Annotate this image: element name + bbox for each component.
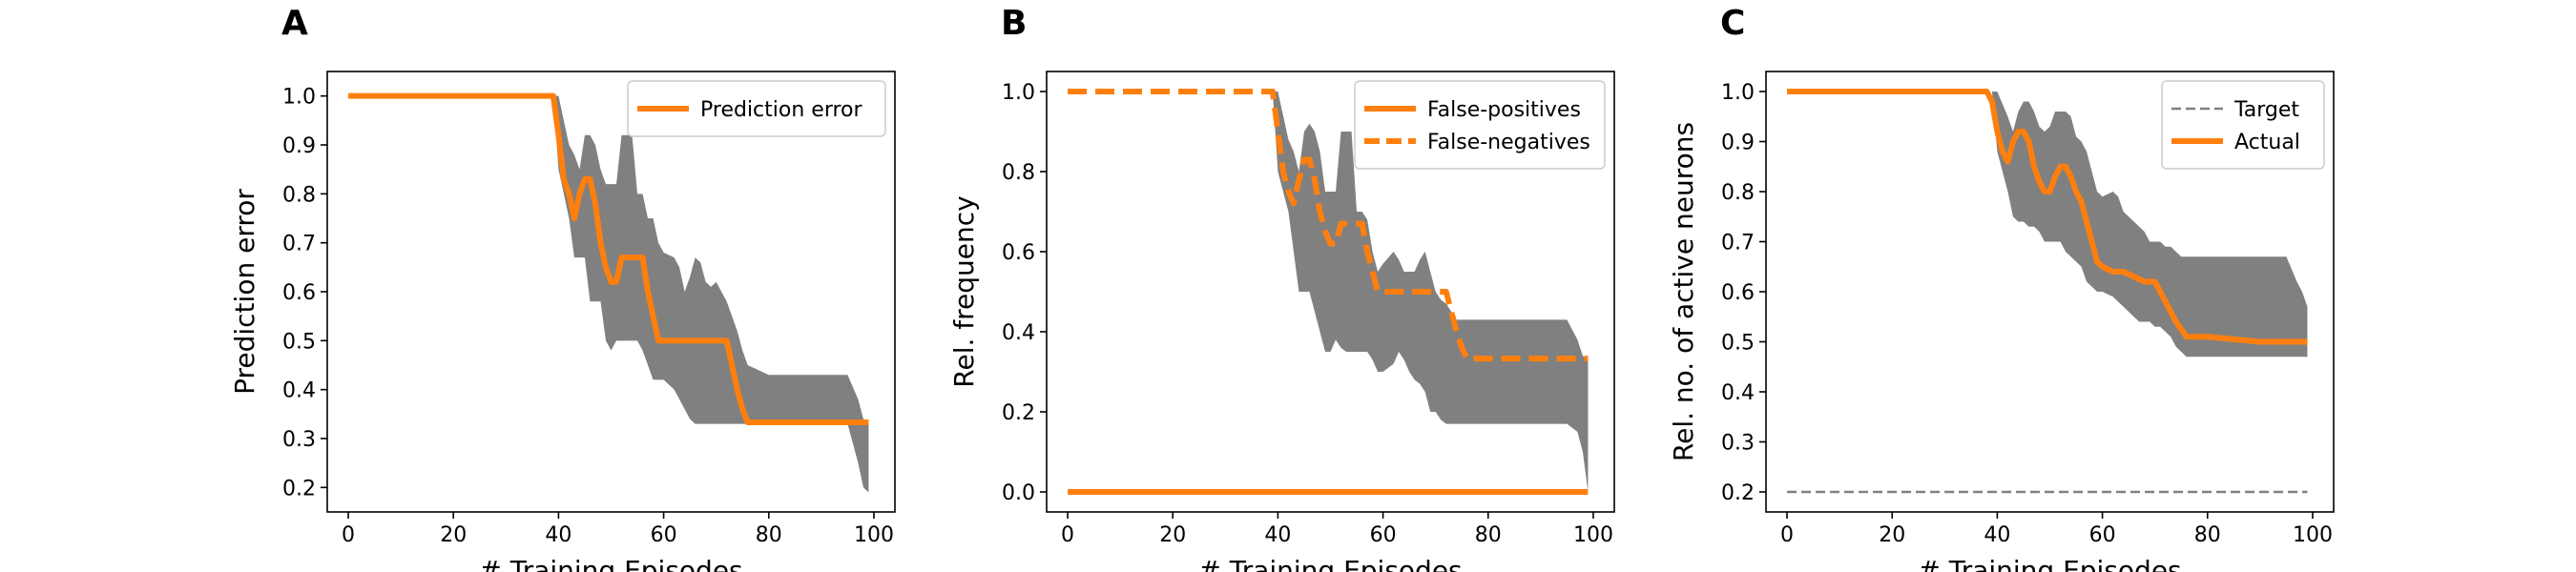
x-tick-label: 80 [2194, 523, 2221, 547]
y-tick-label: 0.3 [1721, 432, 1755, 456]
x-tick-label: 60 [2089, 523, 2116, 547]
x-tick-label: 80 [1475, 523, 1502, 547]
y-tick-label: 1.0 [282, 86, 316, 110]
y-tick-label: 0.2 [282, 477, 316, 500]
x-axis-label: # Training Episodes [479, 555, 742, 572]
y-tick-label: 0.8 [282, 183, 316, 207]
series-line-false-negatives [1068, 89, 1589, 362]
y-tick-label: 0.7 [1721, 232, 1755, 255]
legend-label: Actual [2234, 131, 2300, 154]
x-tick-label: 100 [1573, 523, 1613, 547]
legend-label: Target [2233, 98, 2299, 122]
y-axis-label: Rel. frequency [948, 195, 980, 387]
y-tick-label: 0.6 [282, 281, 316, 305]
std-band [348, 95, 869, 493]
std-band [1787, 92, 2308, 358]
y-tick-label: 0.5 [1721, 332, 1755, 356]
panel-letter: A [281, 4, 308, 43]
legend-label: False-positives [1427, 98, 1581, 122]
series-line-prediction-error [348, 92, 869, 426]
legend-box [1354, 80, 1606, 170]
chart-panel-c: C 0 20 40 60 80 100 0.2 0.3 0.4 0.5 0.6 0.7 0.8 0.9 1.0… [1668, 4, 2335, 572]
y-axis-label: Prediction error [229, 189, 260, 395]
y-tick-label: 0.6 [1002, 241, 1035, 265]
legend-box [2161, 80, 2325, 170]
y-tick-label: 1.0 [1002, 81, 1035, 105]
x-tick-label: 20 [1879, 523, 1905, 547]
y-tick-label: 0.4 [282, 379, 316, 403]
x-axis-label: # Training Episodes [1918, 555, 2181, 572]
x-tick-label: 100 [2293, 523, 2333, 547]
x-axis-label: # Training Episodes [1198, 555, 1462, 572]
y-tick-label: 0.4 [1002, 321, 1035, 345]
y-tick-label: 0.8 [1002, 161, 1035, 185]
x-tick-label: 0 [1780, 523, 1794, 547]
y-tick-label: 0.7 [282, 233, 316, 256]
x-tick-label: 100 [854, 523, 894, 547]
chart-panel-a: A 0 20 40 60 80 100 0.2 0.3 0.4 0.5 0.6 0.7 0.8 0.9 1.0… [229, 4, 896, 572]
legend-label: Prediction error [700, 98, 862, 122]
y-tick-label: 0.4 [1721, 381, 1755, 405]
y-tick-label: 0.5 [282, 330, 316, 354]
panel-letter: B [1001, 4, 1027, 43]
y-tick-label: 0.6 [1721, 281, 1755, 305]
legend-label: False-negatives [1427, 131, 1590, 154]
x-tick-label: 20 [1159, 523, 1186, 547]
legend-box [627, 80, 886, 137]
y-tick-label: 0.2 [1721, 481, 1755, 505]
x-tick-label: 40 [1984, 523, 2010, 547]
x-tick-label: 40 [545, 523, 571, 547]
y-tick-label: 0.8 [1721, 181, 1755, 205]
y-tick-label: 0.9 [282, 134, 316, 158]
y-tick-label: 0.2 [1002, 401, 1035, 425]
x-tick-label: 60 [651, 523, 677, 547]
x-tick-label: 20 [440, 523, 467, 547]
x-tick-label: 40 [1264, 523, 1291, 547]
x-tick-label: 80 [756, 523, 782, 547]
axes-frame [1046, 71, 1615, 513]
y-tick-label: 1.0 [1721, 81, 1755, 105]
legend: Prediction error [627, 80, 886, 137]
panel-letter: C [1720, 4, 1745, 43]
legend: False-positives False-negatives [1354, 80, 1606, 170]
y-axis-label: Rel. no. of active neurons [1668, 122, 1699, 461]
chart-panel-b: B 0 20 40 60 80 100 0.0 0.2 0.4 0.6 0.8 1.0 # Trainin… [948, 4, 1615, 572]
y-tick-label: 0.3 [282, 428, 316, 452]
x-tick-label: 60 [1370, 523, 1397, 547]
x-tick-label: 0 [1061, 523, 1074, 547]
legend: Target Actual [2161, 80, 2325, 170]
series-line-actual [1787, 89, 2308, 345]
x-tick-label: 0 [342, 523, 355, 547]
std-band [1068, 92, 1589, 492]
y-tick-label: 0.9 [1721, 132, 1755, 155]
y-tick-label: 0.0 [1002, 481, 1035, 505]
